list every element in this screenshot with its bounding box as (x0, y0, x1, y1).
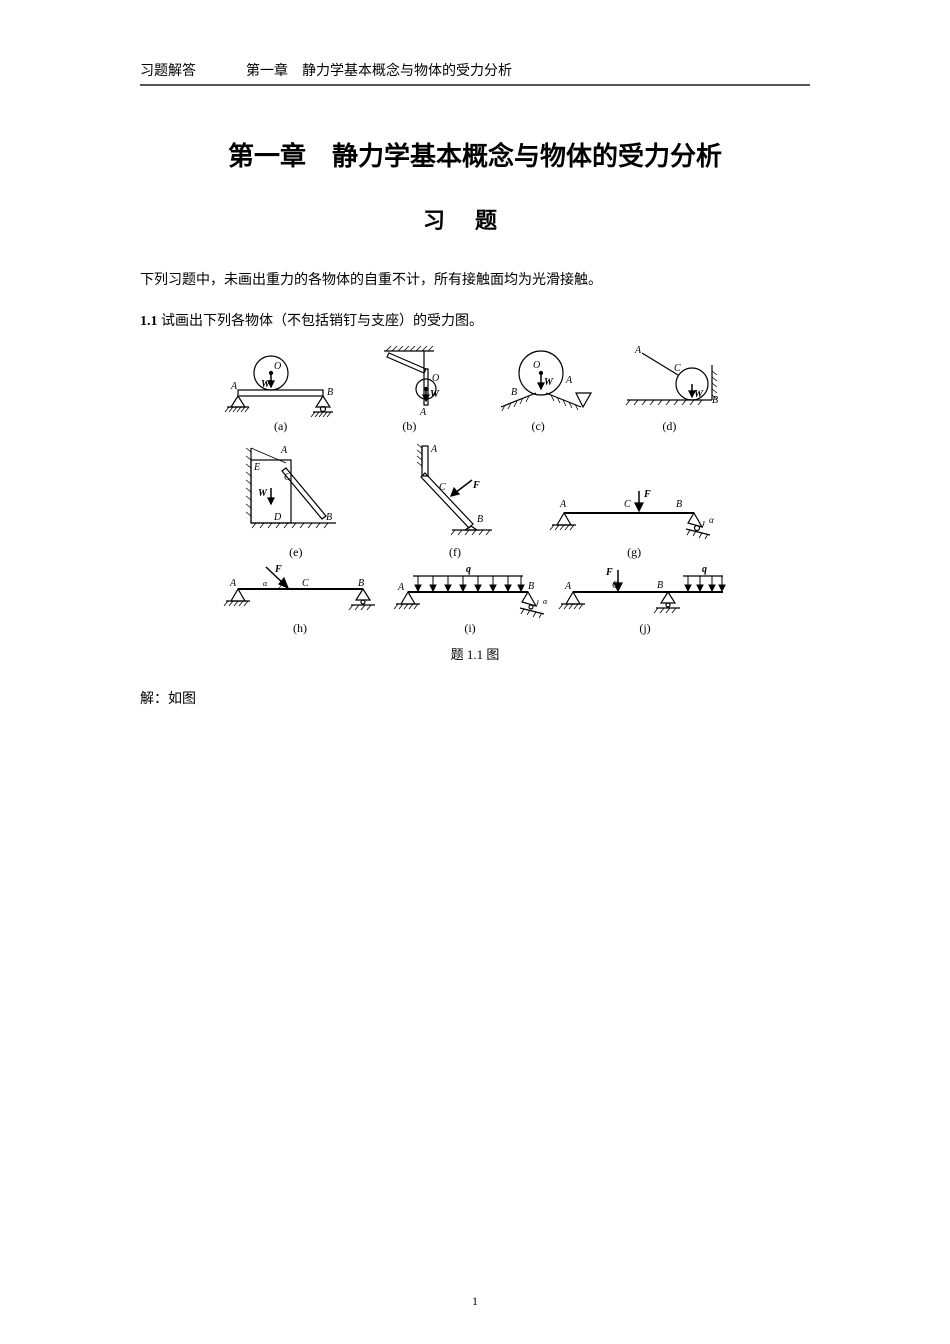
svg-text:E: E (253, 462, 260, 473)
svg-text:C: C (302, 578, 309, 589)
figure-label-j: (j) (639, 621, 650, 636)
svg-text:F: F (274, 564, 282, 575)
figure-row-3: A F α C B (h) (215, 564, 735, 636)
svg-text:A: A (229, 578, 237, 589)
svg-text:W: W (258, 488, 268, 499)
figure-label-i: (i) (464, 621, 475, 636)
figure-h: A F α C B (h) (218, 564, 383, 636)
svg-text:q: q (702, 564, 707, 575)
svg-text:A: A (280, 445, 288, 456)
svg-text:B: B (528, 581, 534, 592)
figure-d: A C W B (d) (612, 345, 727, 434)
figure-row-2: A E C W D B (e) (215, 438, 735, 560)
svg-text:W: W (544, 377, 554, 388)
svg-text:W: W (430, 389, 440, 400)
subtitle: 习题 (140, 203, 810, 235)
figure-g: A C F B α (g) (544, 483, 724, 560)
svg-text:B: B (477, 514, 483, 525)
figure-b: O W A (b) (354, 345, 464, 434)
figure-caption: 题 1.1 图 (215, 644, 735, 663)
svg-text:B: B (712, 395, 718, 406)
svg-text:B: B (358, 578, 364, 589)
header-right: 第一章 静力学基本概念与物体的受力分析 (246, 60, 512, 80)
svg-text:C: C (284, 472, 291, 483)
svg-text:B: B (657, 580, 663, 591)
figure-row-1: O W A B (a) (215, 345, 735, 434)
page-header: 习题解答 第一章 静力学基本概念与物体的受力分析 (140, 60, 810, 86)
figure-a: O W A B (a) (223, 345, 338, 434)
figure-label-e: (e) (289, 545, 302, 560)
svg-text:A: A (430, 444, 438, 455)
figure-label-c: (c) (531, 419, 544, 434)
figure-grid: O W A B (a) (215, 345, 735, 663)
figure-i: A q B α (i) (388, 564, 553, 636)
header-left: 习题解答 (140, 60, 196, 80)
svg-text:q: q (466, 564, 471, 575)
svg-text:α: α (263, 579, 268, 588)
svg-text:A: A (564, 581, 572, 592)
figure-e: A E C W D B (e) (226, 438, 366, 560)
svg-text:A: A (565, 375, 573, 386)
figure-j: A F C B q (j) (558, 564, 733, 636)
svg-text:B: B (326, 512, 332, 523)
svg-text:W: W (261, 379, 271, 390)
svg-text:O: O (274, 361, 281, 372)
figure-c: O W B A (c) (481, 345, 596, 434)
chapter-title: 第一章 静力学基本概念与物体的受力分析 (140, 136, 810, 173)
figure-f: A C F B (f) (387, 438, 522, 560)
figure-label-d: (d) (662, 419, 676, 434)
intro-text: 下列习题中，未画出重力的各物体的自重不计，所有接触面均为光滑接触。 (140, 270, 810, 292)
figure-label-f: (f) (449, 545, 461, 560)
figure-label-a: (a) (274, 419, 287, 434)
problem-number: 1.1 (140, 314, 158, 329)
svg-text:W: W (694, 389, 704, 400)
svg-text:C: C (674, 363, 681, 374)
svg-text:O: O (432, 373, 439, 384)
svg-text:B: B (327, 387, 333, 398)
figure-label-g: (g) (627, 545, 641, 560)
svg-text:α: α (543, 597, 548, 606)
svg-text:A: A (634, 345, 642, 356)
svg-text:A: A (559, 499, 567, 510)
problem-1-1: 1.1 试画出下列各物体（不包括销钉与支座）的受力图。 (140, 310, 810, 330)
svg-text:F: F (472, 480, 480, 491)
figure-label-b: (b) (402, 419, 416, 434)
svg-text:F: F (605, 567, 613, 578)
svg-text:C: C (439, 482, 446, 493)
svg-text:A: A (419, 407, 427, 417)
svg-text:B: B (511, 387, 517, 398)
svg-text:O: O (533, 360, 540, 371)
svg-text:A: A (230, 381, 238, 392)
problem-text: 试画出下列各物体（不包括销钉与支座）的受力图。 (158, 314, 484, 329)
figure-label-h: (h) (293, 621, 307, 636)
svg-text:C: C (624, 499, 631, 510)
svg-text:α: α (709, 515, 714, 525)
svg-text:D: D (273, 512, 282, 523)
svg-text:B: B (676, 499, 682, 510)
svg-text:C: C (612, 580, 619, 591)
svg-text:F: F (643, 489, 651, 500)
page-number: 1 (0, 1294, 950, 1309)
svg-text:A: A (397, 582, 405, 593)
solution-text: 解：如图 (140, 688, 810, 708)
